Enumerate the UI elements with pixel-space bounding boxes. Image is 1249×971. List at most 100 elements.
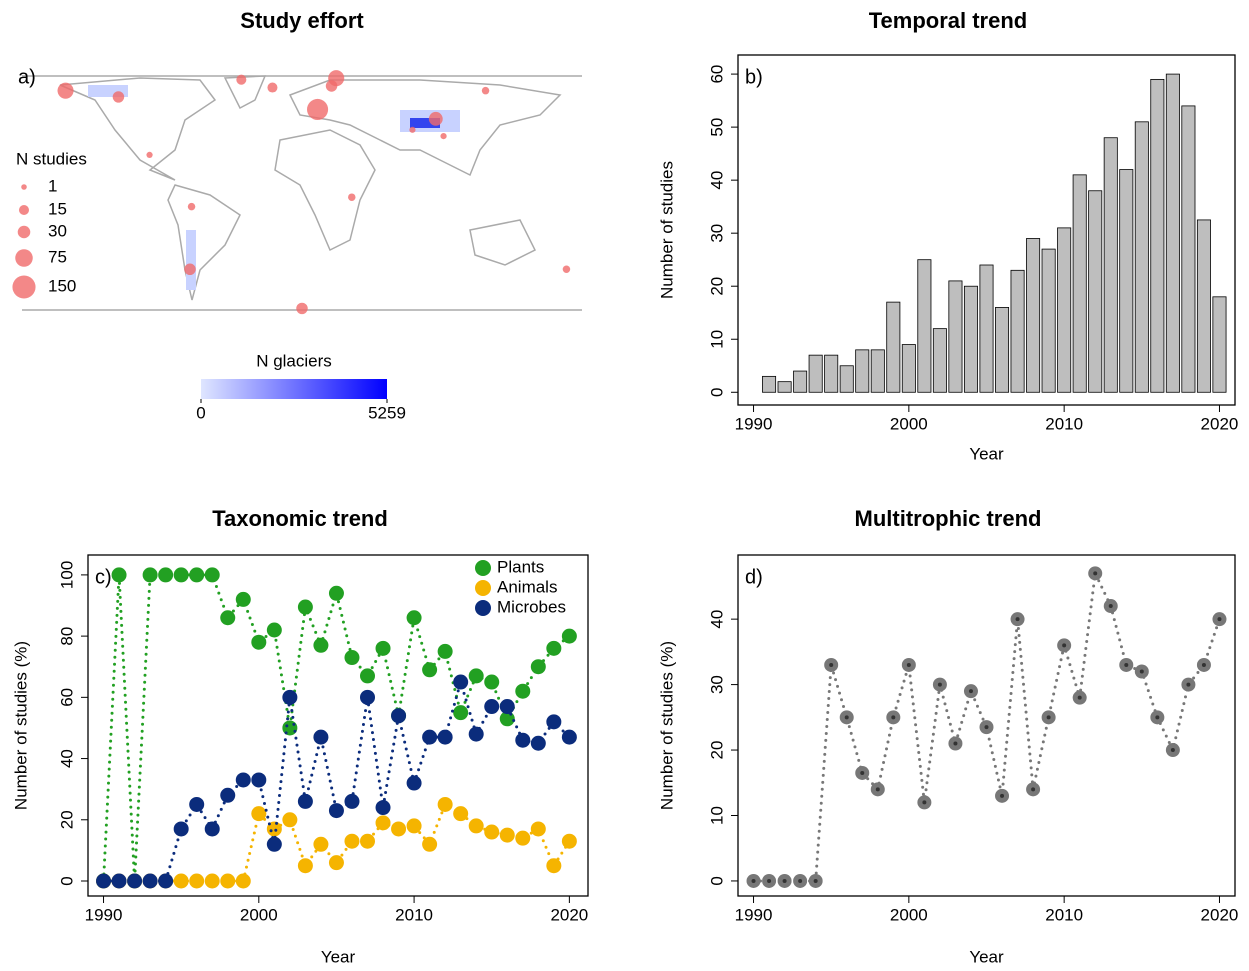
y-axis-label: Number of studies (%) — [657, 641, 676, 810]
point — [360, 689, 376, 705]
study-bubble — [112, 91, 125, 103]
point — [561, 729, 577, 745]
point-center — [953, 741, 958, 746]
point — [530, 735, 546, 751]
point — [546, 640, 562, 656]
point — [437, 796, 453, 812]
point-center — [1062, 643, 1067, 648]
bar — [839, 365, 854, 393]
panel-title: Taxonomic trend — [212, 506, 388, 531]
y-tick-label: 100 — [57, 561, 76, 589]
size-legend-label: 30 — [48, 221, 67, 240]
point — [220, 873, 236, 889]
point — [515, 732, 531, 748]
point — [220, 787, 236, 803]
point-center — [860, 770, 865, 775]
bar — [870, 349, 885, 393]
x-tick-label: 1990 — [85, 905, 123, 924]
point-center — [1015, 617, 1020, 622]
point — [189, 567, 205, 583]
point — [422, 729, 438, 745]
x-axis-label: Year — [321, 947, 356, 966]
point — [344, 793, 360, 809]
point — [375, 640, 391, 656]
point-center — [1217, 617, 1222, 622]
point — [313, 729, 329, 745]
x-tick-label: 2020 — [1201, 905, 1239, 924]
size-legend-key — [12, 275, 36, 299]
y-axis-label: Number of studies — [657, 161, 676, 299]
point — [515, 830, 531, 846]
point — [406, 818, 422, 834]
bar — [808, 354, 823, 393]
point — [375, 815, 391, 831]
point — [360, 833, 376, 849]
point — [453, 806, 469, 822]
point — [297, 858, 313, 874]
point — [111, 873, 127, 889]
study-bubble — [481, 86, 490, 95]
point — [282, 812, 298, 828]
bar — [1150, 78, 1165, 393]
point — [468, 668, 484, 684]
point — [173, 567, 189, 583]
bar — [1103, 137, 1118, 393]
point — [468, 726, 484, 742]
point — [484, 674, 500, 690]
colorbar-title: N glaciers — [256, 351, 332, 370]
study-bubble — [348, 193, 356, 201]
y-tick-label: 20 — [707, 277, 726, 296]
y-tick-label: 10 — [707, 330, 726, 349]
point-center — [1170, 748, 1175, 753]
bar — [1088, 190, 1103, 393]
point — [406, 775, 422, 791]
study-bubble — [409, 126, 416, 133]
point — [158, 873, 174, 889]
point — [189, 796, 205, 812]
point — [561, 833, 577, 849]
study-bubble — [57, 82, 74, 99]
bar — [1026, 238, 1041, 393]
bar — [995, 307, 1010, 393]
y-tick-label: 40 — [707, 610, 726, 629]
study-bubble — [187, 202, 196, 211]
series-line — [102, 676, 571, 883]
point — [266, 836, 282, 852]
legend-key — [475, 580, 491, 596]
y-tick-label: 30 — [707, 675, 726, 694]
size-legend-title: N studies — [16, 149, 87, 168]
y-tick-label: 60 — [57, 688, 76, 707]
study-bubble — [428, 111, 443, 126]
size-legend-key — [21, 184, 27, 190]
point-center — [813, 878, 818, 883]
point-center — [1139, 669, 1144, 674]
bar — [963, 285, 978, 393]
point — [204, 567, 220, 583]
study-bubble — [267, 82, 278, 93]
point — [484, 824, 500, 840]
bar — [1196, 219, 1211, 393]
bar — [855, 349, 870, 393]
point — [251, 806, 267, 822]
point — [173, 873, 189, 889]
study-bubble — [307, 98, 329, 121]
bar — [1057, 227, 1072, 393]
point — [484, 699, 500, 715]
point-center — [767, 878, 772, 883]
point — [328, 803, 344, 819]
point — [546, 858, 562, 874]
point — [313, 836, 329, 852]
plot-frame — [87, 554, 589, 897]
point — [561, 628, 577, 644]
point — [142, 567, 158, 583]
point — [173, 821, 189, 837]
size-legend-key — [18, 204, 30, 216]
legend-key — [475, 560, 491, 576]
point-center — [1155, 715, 1160, 720]
point-center — [891, 715, 896, 720]
x-axis-label: Year — [969, 444, 1004, 463]
point — [360, 668, 376, 684]
point — [422, 662, 438, 678]
point-center — [1124, 662, 1129, 667]
point-center — [1077, 695, 1082, 700]
